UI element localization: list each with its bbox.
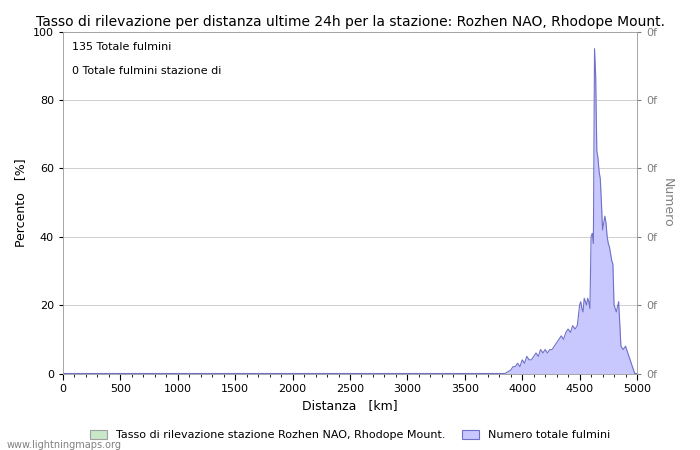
Y-axis label: Percento   [%]: Percento [%] [15,158,27,247]
Title: Tasso di rilevazione per distanza ultime 24h per la stazione: Rozhen NAO, Rhodop: Tasso di rilevazione per distanza ultime… [36,15,664,29]
Y-axis label: Numero: Numero [661,178,673,227]
Legend: Tasso di rilevazione stazione Rozhen NAO, Rhodope Mount., Numero totale fulmini: Tasso di rilevazione stazione Rozhen NAO… [86,425,614,445]
Text: 135 Totale fulmini: 135 Totale fulmini [71,42,171,52]
X-axis label: Distanza   [km]: Distanza [km] [302,400,398,413]
Text: 0 Totale fulmini stazione di: 0 Totale fulmini stazione di [71,66,221,76]
Text: www.lightningmaps.org: www.lightningmaps.org [7,440,122,450]
